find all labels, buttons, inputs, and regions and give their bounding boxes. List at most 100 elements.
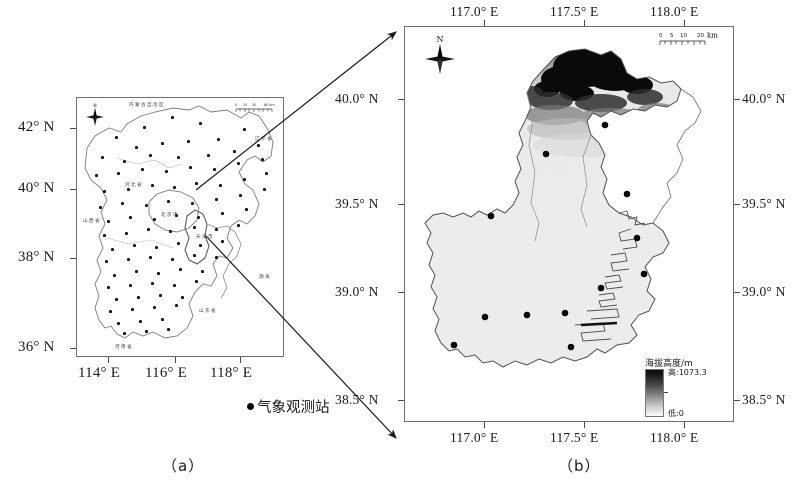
panel-a-station-dot: [165, 170, 168, 173]
panel-a-place-label: 北京市: [161, 213, 179, 218]
panel-a-station-dot: [127, 258, 130, 261]
panel-a-station-dot: [195, 182, 198, 185]
panel-a-station-dot: [207, 154, 210, 157]
panel-a-map: 内蒙古自治区 辽宁省 河北省 北京市 天津市 山西省 渤海 山东省 河南省: [76, 97, 284, 357]
svg-text:N: N: [437, 35, 444, 44]
panel-b-tick-top-117-0: [484, 20, 485, 26]
panel-b-lat-right-40-0: 40.0° N: [742, 91, 786, 106]
panel-b-lat-right-39-0: 39.0° N: [742, 284, 786, 299]
svg-text:30: 30: [252, 103, 256, 107]
panel-b-tick-right-39-5: [734, 204, 740, 205]
panel-a-station-dot: [177, 156, 180, 159]
svg-text:60 km: 60 km: [264, 103, 275, 107]
svg-text:5: 5: [670, 33, 674, 39]
panel-a-station-dot: [101, 156, 104, 159]
panel-a-station-dot: [133, 244, 136, 247]
panel-a-station-dot: [129, 216, 132, 219]
panel-a-station-dot: [219, 184, 222, 187]
elevation-colorbar-midtick: [664, 392, 668, 393]
elevation-low-label: 低:0: [668, 409, 684, 418]
svg-text:10: 10: [680, 33, 688, 39]
panel-a-station-dot: [143, 126, 146, 129]
panel-a-station-dot: [167, 200, 170, 203]
panel-a-place-label: 山西省: [83, 219, 101, 224]
panel-a-station-dot: [215, 256, 218, 259]
panel-a-station-dot: [197, 216, 200, 219]
panel-b-tick-left-39-0: [398, 292, 404, 293]
panel-a-station-dot: [217, 138, 220, 141]
panel-a-station-dot: [155, 246, 158, 249]
panel-a-station-dot: [129, 284, 132, 287]
panel-a-tick-lat-40: [70, 189, 76, 190]
panel-a-station-dot: [107, 220, 110, 223]
panel-a-station-dot: [233, 150, 236, 153]
panel-a-station-dot: [149, 256, 152, 259]
panel-a-lat-label-42: 42° N: [18, 119, 55, 135]
panel-b-map: [404, 26, 734, 422]
panel-a-lat-label-40: 40° N: [18, 180, 55, 196]
panel-a-station-dot: [109, 310, 112, 313]
panel-a-station-dot: [175, 214, 178, 217]
panel-a-station-dot: [105, 260, 108, 263]
station-legend-label: 气象观测站: [257, 400, 330, 416]
panel-b-station-markers: [450, 121, 648, 351]
panel-b-lon-bottom-117-5: 117.5° E: [550, 430, 599, 445]
panel-a-station-dot: [237, 224, 240, 227]
panel-a-station-dot: [169, 230, 172, 233]
panel-a-place-label: 河南省: [115, 345, 133, 350]
panel-a-station-dot: [239, 194, 242, 197]
panel-a-station-dot: [195, 280, 198, 283]
panel-a-station-dot: [113, 274, 116, 277]
svg-text:0: 0: [659, 33, 663, 39]
panel-a-place-label: 河北省: [125, 183, 143, 188]
panel-a-station-dot: [161, 318, 164, 321]
panel-b-tick-left-38-5: [398, 400, 404, 401]
panel-a-station-dot: [103, 234, 106, 237]
panel-a-lon-label-114: 114° E: [78, 365, 121, 381]
panel-a-station-dot: [135, 146, 138, 149]
panel-b-compass-rose: N: [423, 33, 457, 80]
panel-a-tick-lon-118: [240, 357, 241, 363]
panel-b-lat-left-39-5: 39.5° N: [335, 196, 379, 211]
panel-a-caption: （a）: [162, 457, 205, 475]
elevation-legend-title: 海拔高度/m: [645, 359, 693, 369]
panel-b-tick-bottom-118-0: [684, 422, 685, 428]
panel-a-station-dot: [153, 218, 156, 221]
panel-a-station-dot: [263, 188, 266, 191]
panel-a-station-dot: [125, 232, 128, 235]
panel-a-station-dot: [107, 286, 110, 289]
panel-a-lat-label-36: 36° N: [18, 339, 55, 355]
panel-a-station-dot: [95, 174, 98, 177]
panel-a-station-dot: [221, 240, 224, 243]
panel-b-tick-right-39-0: [734, 292, 740, 293]
panel-a-station-dot: [153, 306, 156, 309]
panel-b-lat-left-38-5: 38.5° N: [335, 392, 379, 407]
svg-text:15: 15: [243, 103, 247, 107]
panel-a-station-dot: [159, 294, 162, 297]
panel-a-station-dot: [173, 284, 176, 287]
elevation-high-label: 高:1073.3: [668, 368, 707, 377]
panel-b-lon-top-117-5: 117.5° E: [550, 4, 599, 19]
panel-a-station-dot: [243, 178, 246, 181]
panel-a-station-dot: [221, 212, 224, 215]
panel-a-station-dot: [131, 308, 134, 311]
panel-b-geometry: [424, 48, 702, 368]
panel-a-station-dot: [201, 270, 204, 273]
panel-a-station-dot: [215, 228, 218, 231]
panel-a-station-dot: [243, 128, 246, 131]
panel-a-tick-lat-38: [70, 258, 76, 259]
panel-a-station-dot: [139, 320, 142, 323]
panel-b-lat-left-40-0: 40.0° N: [335, 91, 379, 106]
panel-a-station-dot: [237, 162, 240, 165]
panel-a-geometry: [84, 105, 274, 339]
panel-a-station-dot: [191, 202, 194, 205]
panel-a-station-dot: [117, 172, 120, 175]
panel-a-lon-label-116: 116° E: [145, 365, 188, 381]
panel-b-caption: （b）: [558, 457, 601, 475]
panel-a-station-dot: [167, 328, 170, 331]
panel-b-scale-bar: 0 5 10 20 km: [657, 30, 729, 55]
panel-a-station-dot: [123, 332, 126, 335]
panel-b-tick-right-40-0: [734, 99, 740, 100]
panel-a-station-dot: [149, 154, 152, 157]
